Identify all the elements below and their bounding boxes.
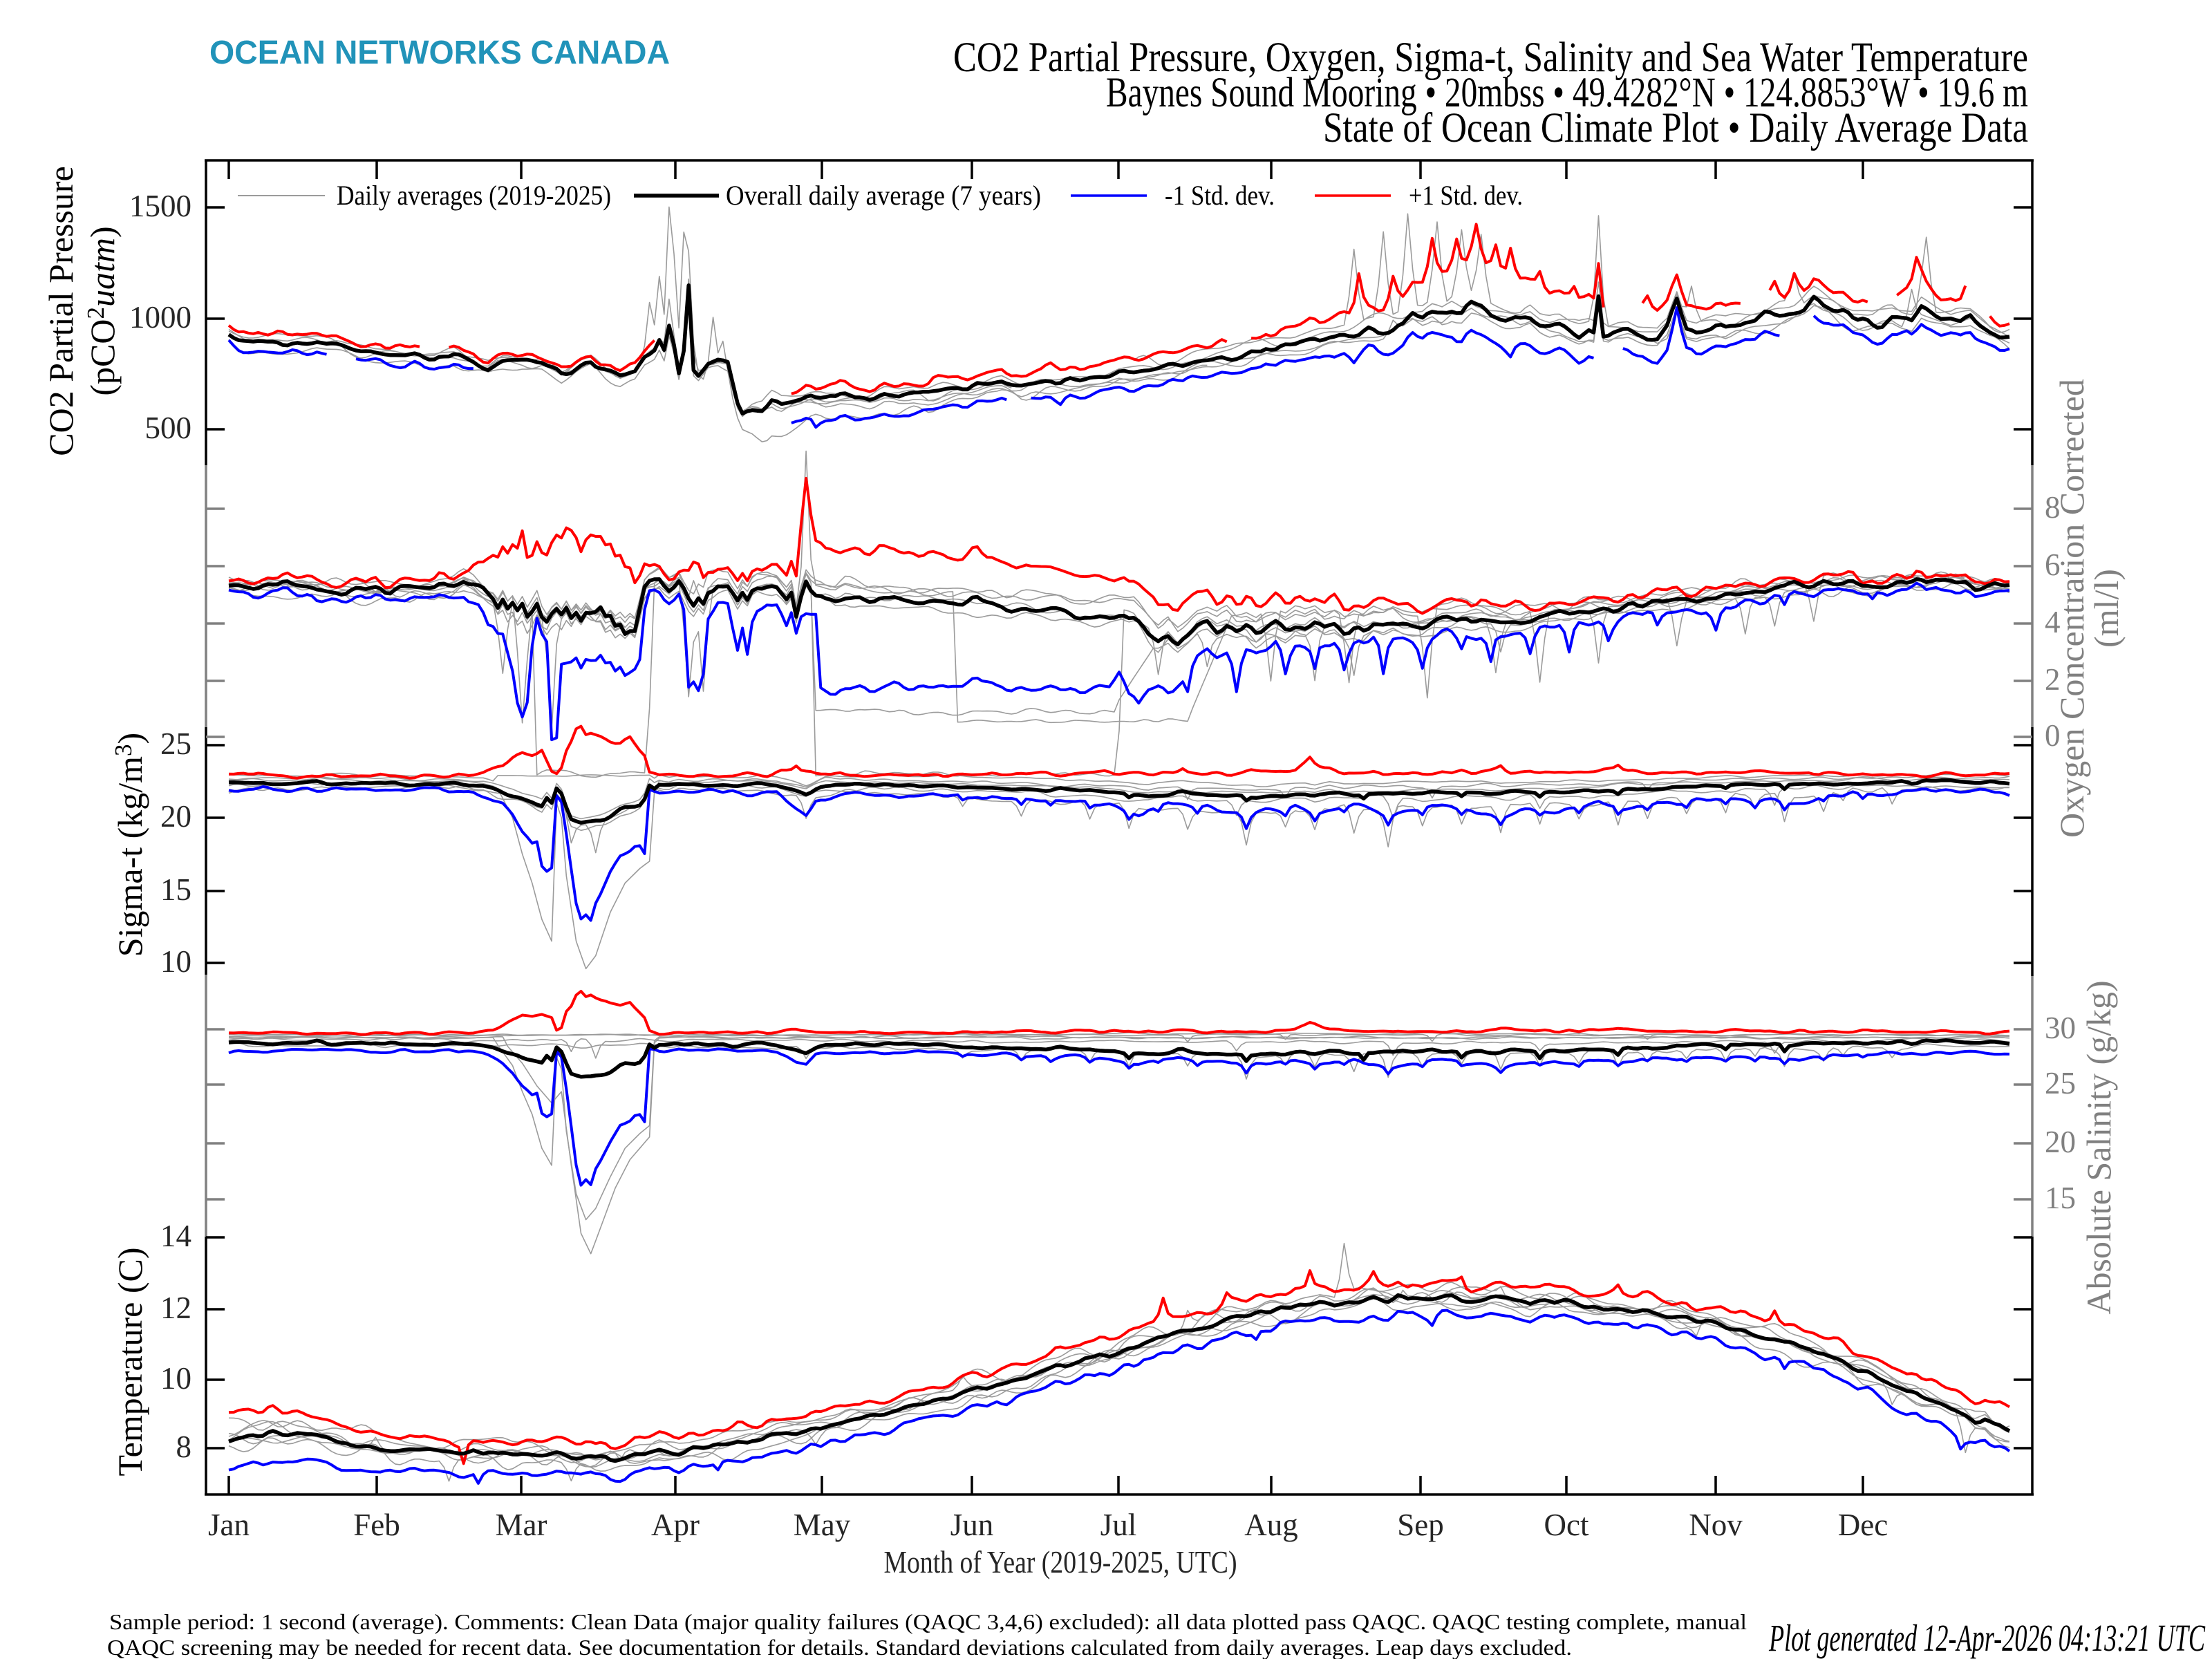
svg-text:OCEAN NETWORKS CANADA: OCEAN NETWORKS CANADA <box>209 35 670 71</box>
svg-text:8: 8 <box>2045 490 2061 525</box>
svg-text:6: 6 <box>2045 547 2061 582</box>
svg-text:Oxygen Concentration Corrected: Oxygen Concentration Corrected <box>2052 379 2091 838</box>
svg-text:Mar: Mar <box>496 1508 547 1542</box>
svg-text:14: 14 <box>160 1219 191 1253</box>
svg-text:10: 10 <box>160 944 191 979</box>
svg-text:25: 25 <box>2045 1066 2076 1100</box>
svg-text:-1 Std. dev.: -1 Std. dev. <box>1165 180 1275 211</box>
svg-text:Aug: Aug <box>1244 1508 1298 1542</box>
svg-text:CO2 Partial Pressure, Oxygen,: CO2 Partial Pressure, Oxygen, Sigma-t, S… <box>953 35 2028 81</box>
svg-text:15: 15 <box>160 872 191 907</box>
svg-text:Sigma-t (kg/m3): Sigma-t (kg/m3) <box>110 733 149 957</box>
svg-text:Feb: Feb <box>353 1508 400 1542</box>
svg-text:4: 4 <box>2045 605 2061 639</box>
svg-text:Jan: Jan <box>208 1508 250 1542</box>
svg-text:0: 0 <box>2045 718 2061 753</box>
svg-text:(ml/l): (ml/l) <box>2087 569 2126 648</box>
svg-text:25: 25 <box>160 727 191 761</box>
svg-text:Apr: Apr <box>651 1508 700 1542</box>
svg-text:Sample period: 1 second (avera: Sample period: 1 second (average). Comme… <box>109 1609 1747 1634</box>
svg-text:Baynes Sound Mooring • 20mbss: Baynes Sound Mooring • 20mbss • 49.4282°… <box>1106 70 2028 116</box>
svg-text:15: 15 <box>2045 1181 2076 1215</box>
svg-text:QAQC screening may be needed f: QAQC screening may be needed for recent … <box>107 1635 1572 1659</box>
svg-text:CO2 Partial Pressure: CO2 Partial Pressure <box>41 166 80 456</box>
svg-text:Jun: Jun <box>950 1508 994 1542</box>
svg-text:20: 20 <box>2045 1125 2076 1159</box>
svg-text:10: 10 <box>160 1361 191 1396</box>
svg-text:2: 2 <box>2045 662 2061 697</box>
svg-text:Sep: Sep <box>1397 1508 1444 1542</box>
svg-text:500: 500 <box>145 411 192 445</box>
svg-text:1000: 1000 <box>129 300 191 335</box>
svg-text:Nov: Nov <box>1689 1508 1743 1542</box>
svg-text:20: 20 <box>160 799 191 834</box>
svg-text:Temperature (C): Temperature (C) <box>111 1247 149 1476</box>
svg-text:1500: 1500 <box>129 189 191 223</box>
svg-text:Jul: Jul <box>1100 1508 1137 1542</box>
svg-text:State of Ocean Climate Plot •: State of Ocean Climate Plot • Daily Aver… <box>1323 105 2028 151</box>
svg-text:Oct: Oct <box>1544 1508 1589 1542</box>
svg-text:Daily averages (2019-2025): Daily averages (2019-2025) <box>337 180 611 211</box>
svg-text:+1 Std. dev.: +1 Std. dev. <box>1409 180 1523 211</box>
svg-text:Month of Year (2019-2025, UTC): Month of Year (2019-2025, UTC) <box>884 1544 1237 1580</box>
svg-text:8: 8 <box>176 1430 192 1464</box>
svg-text:Plot generated 12-Apr-2026 04:: Plot generated 12-Apr-2026 04:13:21 UTC <box>1768 1617 2206 1659</box>
svg-text:30: 30 <box>2045 1011 2076 1045</box>
svg-text:Overall daily average (7 years: Overall daily average (7 years) <box>726 180 1041 211</box>
svg-text:12: 12 <box>160 1291 191 1325</box>
svg-text:Dec: Dec <box>1838 1508 1888 1542</box>
svg-text:May: May <box>794 1508 851 1542</box>
svg-text:Absolute Salinity (g/kg): Absolute Salinity (g/kg) <box>2079 980 2118 1314</box>
